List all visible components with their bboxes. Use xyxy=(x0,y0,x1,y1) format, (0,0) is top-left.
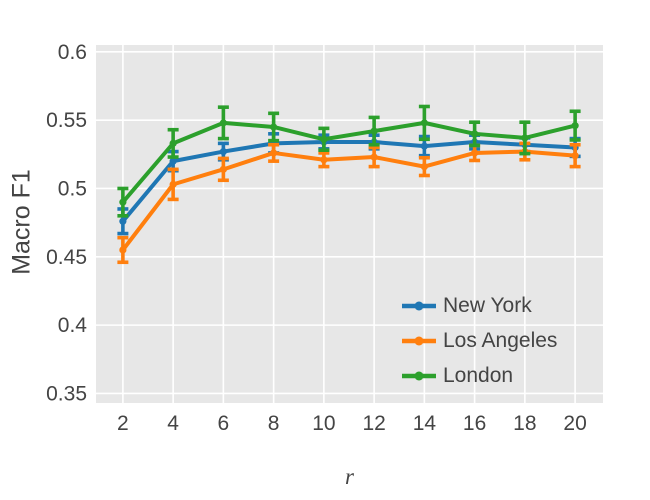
x-tick-label: 14 xyxy=(413,412,437,435)
y-tick-label: 0.55 xyxy=(46,109,87,132)
y-tick-label: 0.4 xyxy=(58,314,88,337)
x-tick-label: 18 xyxy=(513,412,536,435)
data-point-los-angeles-x2[interactable] xyxy=(119,246,127,254)
data-point-los-angeles-x10[interactable] xyxy=(320,156,328,164)
legend-label: London xyxy=(443,364,514,387)
legend: New York Los Angeles London xyxy=(402,288,557,393)
y-axis-title: Macro F1 xyxy=(7,169,36,275)
x-tick-label: 6 xyxy=(218,412,230,435)
data-point-los-angeles-x14[interactable] xyxy=(420,163,428,171)
data-point-london-x16[interactable] xyxy=(471,130,479,138)
x-tick-label: 10 xyxy=(312,412,335,435)
plot-area xyxy=(96,45,603,403)
legend-label: Los Angeles xyxy=(443,329,558,352)
legend-item-los-angeles[interactable]: Los Angeles xyxy=(402,323,557,358)
data-point-los-angeles-x8[interactable] xyxy=(270,149,278,157)
data-point-new-york-x14[interactable] xyxy=(420,142,428,150)
data-point-london-x6[interactable] xyxy=(219,119,227,127)
data-point-london-x14[interactable] xyxy=(420,119,428,127)
x-tick-label: 12 xyxy=(362,412,385,435)
data-point-london-x4[interactable] xyxy=(169,139,177,147)
x-tick-label: 4 xyxy=(167,412,179,435)
data-point-los-angeles-x6[interactable] xyxy=(219,165,227,173)
data-point-new-york-x4[interactable] xyxy=(169,157,177,165)
data-point-los-angeles-x4[interactable] xyxy=(169,180,177,188)
data-point-london-x10[interactable] xyxy=(320,135,328,143)
legend-label: New York xyxy=(443,294,532,317)
series-line-los-angeles[interactable] xyxy=(120,149,578,252)
legend-item-london[interactable]: London xyxy=(402,358,557,393)
data-point-london-x20[interactable] xyxy=(571,122,579,130)
data-point-los-angeles-x20[interactable] xyxy=(571,152,579,160)
series-line-london[interactable] xyxy=(120,120,578,205)
legend-swatch-icon xyxy=(402,336,436,345)
y-tick-label: 0.5 xyxy=(58,177,87,200)
y-tick-label: 0.6 xyxy=(58,41,87,64)
series-line-new-york[interactable] xyxy=(120,140,578,224)
x-tick-label: 2 xyxy=(117,412,129,435)
series-london xyxy=(117,104,581,218)
legend-swatch-icon xyxy=(402,371,436,380)
x-tick-label: 20 xyxy=(563,412,586,435)
data-point-new-york-x6[interactable] xyxy=(219,147,227,156)
series-los-angeles xyxy=(117,141,581,265)
data-point-los-angeles-x16[interactable] xyxy=(471,149,479,157)
legend-swatch-icon xyxy=(402,301,436,310)
data-point-new-york-x2[interactable] xyxy=(119,217,127,225)
x-axis-title: r xyxy=(345,464,354,489)
x-tick-label: 16 xyxy=(463,412,486,435)
data-point-los-angeles-x12[interactable] xyxy=(370,153,378,161)
data-point-london-x2[interactable] xyxy=(119,198,127,206)
y-tick-label: 0.45 xyxy=(46,246,87,269)
y-tick-label: 0.35 xyxy=(46,382,87,405)
data-point-london-x8[interactable] xyxy=(270,123,278,131)
data-point-london-x12[interactable] xyxy=(370,127,378,135)
x-tick-label: 8 xyxy=(268,412,280,435)
legend-item-new-york[interactable]: New York xyxy=(402,288,557,323)
data-point-london-x18[interactable] xyxy=(521,134,529,142)
